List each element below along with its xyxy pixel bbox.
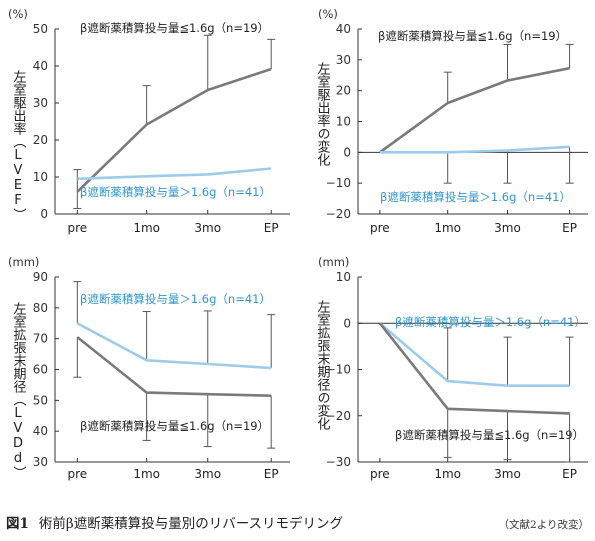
series-line-low-dose [76,67,272,193]
y-axis-label: 左室駆出率（LVEF） [11,70,27,221]
series-line-high-dose [379,322,570,388]
y-tick-label: 0 [40,207,48,221]
y-tick-label: 20 [336,84,351,98]
x-tick-label: 3mo [194,467,221,481]
x-tick-label: pre [67,221,87,235]
figure-caption: 図1 術前β遮断薬積算投与量別のリバースリモデリング [6,512,343,532]
x-tick-label: 1mo [434,221,461,235]
y-tick-label: 40 [33,424,48,438]
figure-title: 術前β遮断薬積算投与量別のリバースリモデリング [38,516,344,532]
figure-number: 図1 [6,516,29,532]
x-tick-label: 3mo [494,467,521,481]
y-axis-label: 左室拡張末期径の変化 [315,300,331,431]
chart-panel-2: −20 −10 0 10 20 30 40 pre 1mo 3mo EP (%) 左室駆出率の変化 β遮断… [315,7,588,235]
y-axis-label: 左室拡張末期径（LVDd） [11,302,27,479]
x-tick-label: EP [562,221,577,235]
series-label-low-dose: β遮断薬積算投与量≦1.6g（n=19） [378,29,567,43]
y-tick-label: −20 [326,207,351,221]
x-tick-label: EP [264,467,279,481]
x-tick-label: 1mo [133,467,160,481]
x-tick-label: pre [370,467,390,481]
series-label-high-dose: β遮断薬積算投与量＞1.6g（n=41） [395,315,586,329]
series-label-low-dose: β遮断薬積算投与量≦1.6g（n=19） [80,21,269,35]
x-tick-label: 3mo [494,221,521,235]
y-tick-label: 40 [336,22,351,36]
y-tick-label: 10 [336,115,351,129]
y-tick-label: −20 [326,409,351,423]
x-tick-label: 3mo [194,221,221,235]
y-tick-label: 80 [33,301,48,315]
series-line-low-dose [378,322,570,415]
y-tick-label: 20 [33,133,48,147]
x-tick-label: EP [562,467,577,481]
chart-panel-4: −30 −20 −10 0 10 pre 1mo 3mo EP (mm) 左室拡張末期径の変化 β遮断… [315,255,588,481]
series-label-high-dose: β遮断薬積算投与量＞1.6g（n=41） [80,185,271,199]
y-tick-label: 30 [336,53,351,67]
series-label-low-dose: β遮断薬積算投与量≦1.6g（n=19） [395,428,584,442]
series-line-low-dose [76,336,272,397]
series-line-high-dose [76,322,272,370]
figure-source: （文献2より改変） [498,519,589,531]
series-line-high-dose [77,167,272,181]
y-unit-label: (mm) [8,255,39,269]
x-tick-label: pre [67,467,87,481]
series-label-low-dose: β遮断薬積算投与量≦1.6g（n=19） [80,419,269,433]
x-tick-label: pre [370,221,390,235]
y-tick-label: 60 [33,363,48,377]
y-tick-label: 0 [343,316,351,330]
y-unit-label: (%) [318,7,338,21]
y-tick-label: −30 [326,455,351,469]
y-tick-label: 30 [33,96,48,110]
x-tick-label: 1mo [133,221,160,235]
y-tick-label: −10 [326,363,351,377]
series-label-high-dose: β遮断薬積算投与量＞1.6g（n=41） [380,190,571,204]
y-tick-label: 30 [33,455,48,469]
y-tick-label: −10 [326,176,351,190]
y-tick-label: 10 [33,170,48,184]
series-line-high-dose [379,145,570,154]
y-tick-label: 0 [343,145,351,159]
series-label-high-dose: β遮断薬積算投与量＞1.6g（n=41） [80,292,271,306]
y-unit-label: (mm) [318,255,349,269]
chart-panel-1: 0 10 20 30 40 50 pre 1mo 3mo EP (%) 左室駆出率（LVEF） β遮断薬… [8,7,290,235]
y-tick-label: 90 [33,270,48,284]
series-line-low-dose [379,66,570,154]
y-tick-label: 50 [33,393,48,407]
y-tick-label: 10 [336,270,351,284]
y-tick-label: 40 [33,59,48,73]
y-tick-label: 70 [33,332,48,346]
y-unit-label: (%) [8,7,28,21]
x-tick-label: 1mo [434,467,461,481]
y-axis-label: 左室駆出率の変化 [315,62,331,167]
y-tick-label: 50 [33,22,48,36]
x-tick-label: EP [264,221,279,235]
chart-panel-3: 30 40 50 60 70 80 90 pre 1mo 3mo EP (mm) 左室拡張末期径（LVD… [8,255,290,481]
